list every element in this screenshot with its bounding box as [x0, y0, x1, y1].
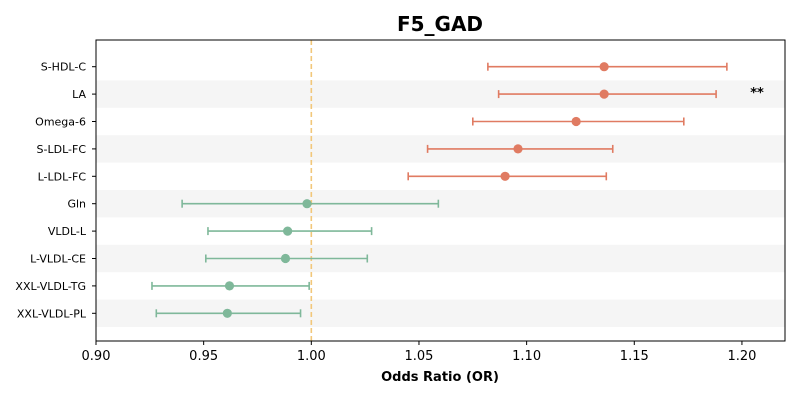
axes: 0.90 0.95 1.00 1.05 1.10 1.15 1.20: [82, 39, 786, 364]
or-point: [280, 253, 291, 264]
y-tick-label: Omega-6: [35, 116, 86, 129]
forest-row: XXL-VLDL-TG: [15, 280, 310, 293]
or-point: [571, 116, 581, 127]
forest-row: Omega-6: [35, 116, 685, 129]
forest-row: L-LDL-FC: [38, 170, 608, 183]
y-tick-label: S-LDL-FC: [37, 143, 87, 156]
plot-frame: [95, 39, 786, 342]
or-point: [500, 171, 510, 181]
y-tick-label: L-VLDL-CE: [30, 253, 86, 266]
x-tick-label: 1.00: [297, 349, 326, 364]
x-tick-label: 1.20: [727, 349, 756, 364]
x-tick-label: 0.95: [189, 349, 218, 364]
x-tick-label: 1.10: [512, 349, 541, 364]
y-tick-label: XXL-VLDL-PL: [17, 307, 87, 320]
y-tick-label: S-HDL-C: [41, 61, 87, 74]
y-tick-label: XXL-VLDL-TG: [15, 280, 86, 293]
forest-row: XXL-VLDL-PL: [17, 307, 302, 320]
x-tick-label: 1.05: [404, 349, 433, 364]
forest-row: L-VLDL-CE: [30, 253, 369, 266]
forest-row: LA **: [72, 86, 764, 101]
or-point: [302, 199, 312, 209]
or-point: [222, 308, 232, 318]
significance-label: **: [750, 86, 764, 101]
or-point: [224, 281, 235, 291]
y-tick-label: L-LDL-FC: [38, 170, 87, 183]
y-tick-label: VLDL-L: [48, 225, 87, 238]
x-tick-label: 1.15: [620, 349, 649, 364]
forest-row: Gln: [67, 198, 440, 211]
forest-row: S-LDL-FC: [37, 143, 614, 156]
or-point: [599, 89, 609, 99]
forest-row: VLDL-L: [48, 225, 373, 238]
x-tick-label: 0.90: [82, 349, 111, 364]
forest-row: S-HDL-C: [41, 61, 728, 74]
x-axis-label: Odds Ratio (OR): [381, 370, 499, 385]
or-point: [283, 226, 293, 236]
or-point: [513, 144, 523, 154]
y-tick-label: Gln: [67, 198, 86, 211]
chart-title: F5_GAD: [397, 12, 483, 36]
y-tick-label: LA: [72, 88, 86, 101]
or-point: [599, 62, 609, 72]
row-band-7: [96, 244, 785, 273]
data-rows: S-HDL-C LA ** Omega-6 S-LDL-FC L-LDL-FC Gln VLD…: [15, 61, 764, 321]
